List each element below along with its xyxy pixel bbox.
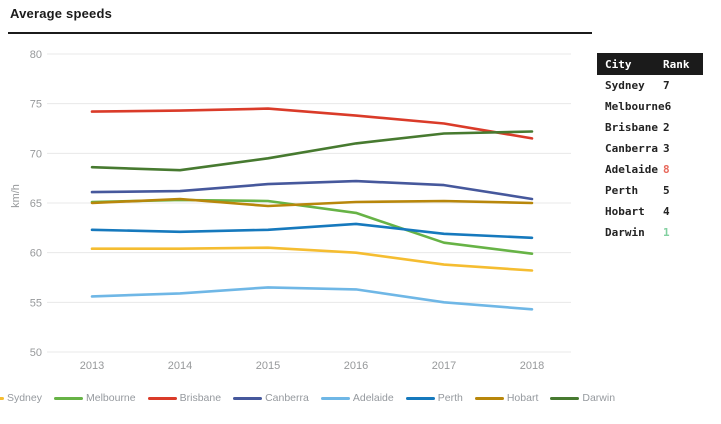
table-header-row: City Rank — [597, 53, 703, 75]
legend-item-brisbane[interactable]: Brisbane — [147, 392, 222, 404]
legend-item-canberra[interactable]: Canberra — [233, 392, 309, 404]
y-tick-70: 70 — [30, 148, 42, 160]
legend-item-melbourne[interactable]: Melbourne — [54, 392, 136, 404]
legend-swatch-icon — [405, 396, 435, 400]
cell-city: Sydney — [605, 79, 645, 92]
table-row-darwin: Darwin 1 — [597, 222, 703, 243]
y-tick-75: 75 — [30, 99, 42, 111]
table-row-canberra: Canberra 3 — [597, 138, 703, 159]
legend-label: Melbourne — [86, 392, 136, 404]
cell-rank: 5 — [663, 184, 670, 197]
legend-label: Adelaide — [352, 392, 394, 404]
cell-city: Adelaide — [605, 163, 658, 176]
cell-rank: 3 — [663, 142, 670, 155]
header-city: City — [605, 57, 632, 71]
legend-label: Brisbane — [179, 392, 222, 404]
legend-item-sydney[interactable]: Sydney — [0, 392, 42, 404]
line-chart: 80 75 70 65 60 55 50 2013 2014 2015 2016 2017 2018 k… — [0, 40, 590, 390]
table-body: Sydney 7 Melbourne 6 Brisbane 2 Canberra 3 Adela… — [597, 75, 703, 243]
legend-swatch-icon — [320, 396, 350, 400]
title-divider — [8, 32, 592, 34]
cell-rank: 1 — [663, 226, 670, 239]
x-tick-2017: 2017 — [432, 360, 456, 372]
chart-line-perth — [90, 222, 534, 240]
header-rank: Rank — [663, 57, 690, 71]
legend-label: Perth — [437, 392, 463, 404]
table-row-adelaide: Adelaide 8 — [597, 159, 703, 180]
y-tick-80: 80 — [30, 49, 42, 61]
legend-swatch-icon — [474, 396, 504, 400]
legend-item-perth[interactable]: Perth — [405, 392, 463, 404]
y-tick-65: 65 — [30, 198, 42, 210]
legend-swatch-icon — [147, 396, 177, 400]
cell-city: Canberra — [605, 142, 658, 155]
legend-item-hobart[interactable]: Hobart — [474, 392, 539, 404]
chart-line-brisbane — [90, 107, 534, 140]
y-axis-label: km/h — [10, 184, 22, 208]
table-row-hobart: Hobart 4 — [597, 201, 703, 222]
legend-label: Darwin — [582, 392, 616, 404]
table-row-perth: Perth 5 — [597, 180, 703, 201]
chart-line-canberra — [90, 179, 534, 201]
legend-swatch-icon — [54, 396, 83, 400]
x-tick-2015: 2015 — [256, 360, 280, 372]
line-chart-canvas: 80 75 70 65 60 55 50 2013 2014 2015 2016 2017 2018 — [30, 49, 571, 372]
y-tick-50: 50 — [30, 347, 42, 359]
chart-line-hobart — [90, 197, 534, 208]
cell-rank: 7 — [663, 79, 670, 92]
legend-item-darwin[interactable]: Darwin — [550, 392, 615, 404]
cell-rank: 6 — [664, 100, 672, 113]
rank-table: City Rank Sydney 7 Melbourne 6 Brisbane 2 Canb… — [597, 53, 703, 243]
cell-city: Hobart — [605, 205, 645, 218]
cell-city: Melbourne — [605, 100, 665, 113]
cell-city: Darwin — [605, 226, 645, 239]
chart-legend: Sydney Melbourne Brisbane Canberra Adelaide P… — [0, 392, 615, 404]
x-tick-2016: 2016 — [344, 360, 368, 372]
table-row-melbourne: Melbourne 6 — [597, 96, 703, 117]
legend-swatch-icon — [233, 396, 263, 400]
chart-line-darwin — [90, 130, 534, 172]
x-tick-2014: 2014 — [168, 360, 192, 372]
y-tick-60: 60 — [30, 248, 42, 260]
x-tick-2018: 2018 — [520, 360, 544, 372]
cell-rank: 2 — [663, 121, 670, 134]
legend-swatch-icon — [550, 396, 580, 400]
legend-item-adelaide[interactable]: Adelaide — [320, 392, 394, 404]
legend-label: Hobart — [506, 392, 539, 404]
legend-swatch-icon — [0, 396, 4, 400]
table-row-brisbane: Brisbane 2 — [597, 117, 703, 138]
chart-line-sydney — [90, 246, 534, 272]
legend-label: Canberra — [265, 392, 309, 404]
cell-city: Perth — [605, 184, 639, 197]
cell-rank: 8 — [663, 163, 670, 176]
cell-city: Brisbane — [605, 121, 658, 134]
page-title: Average speeds — [10, 6, 113, 21]
y-tick-55: 55 — [30, 297, 42, 309]
chart-line-adelaide — [90, 286, 534, 311]
legend-label: Sydney — [6, 392, 42, 404]
table-row-sydney: Sydney 7 — [597, 75, 703, 96]
cell-rank: 4 — [663, 205, 670, 218]
x-tick-2013: 2013 — [80, 360, 104, 372]
